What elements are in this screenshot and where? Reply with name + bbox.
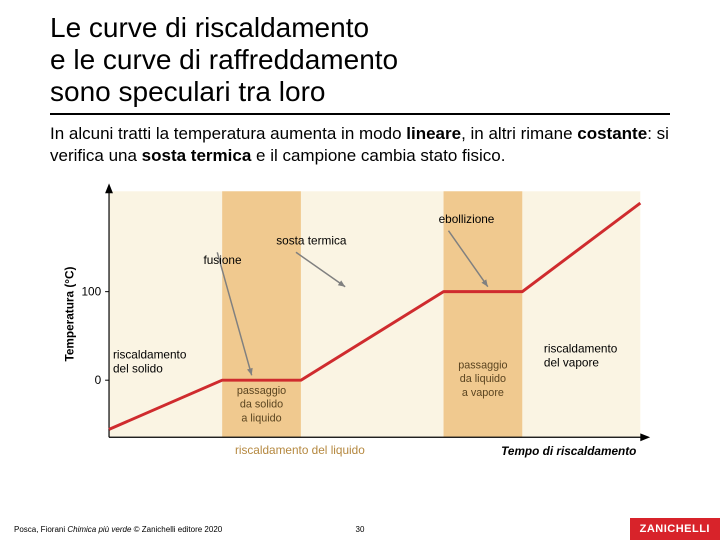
body-t4: e il campione cambia stato fisico.	[251, 146, 505, 165]
title-line-2: e le curve di raffreddamento	[50, 44, 398, 75]
chart-svg: 0 100 Temperatura (°C) Tempo di riscaldamen…	[50, 181, 660, 481]
svg-text:passaggio: passaggio	[458, 359, 507, 371]
svg-text:del vapore: del vapore	[544, 355, 600, 369]
svg-text:da liquido: da liquido	[460, 373, 506, 385]
brand-badge: ZANICHELLI	[630, 518, 720, 540]
svg-text:riscaldamento del liquido: riscaldamento del liquido	[235, 443, 365, 457]
body-paragraph: In alcuni tratti la temperatura aumenta …	[50, 123, 670, 167]
svg-text:da solido: da solido	[240, 398, 283, 410]
body-b1: lineare	[406, 124, 461, 143]
svg-text:passaggio: passaggio	[237, 385, 286, 397]
svg-text:a liquido: a liquido	[241, 412, 281, 424]
svg-text:100: 100	[81, 284, 101, 298]
svg-text:ebollizione: ebollizione	[439, 212, 495, 226]
title-line-3: sono speculari tra loro	[50, 76, 325, 107]
footer-authors: Posca, Fiorani	[14, 525, 67, 534]
svg-text:riscaldamento: riscaldamento	[544, 341, 618, 355]
body-b2: costante	[577, 124, 647, 143]
footer-attribution: Posca, Fiorani Chimica più verde © Zanic…	[0, 525, 630, 534]
slide-footer: Posca, Fiorani Chimica più verde © Zanic…	[0, 518, 720, 540]
footer-book: Chimica più verde	[67, 525, 131, 534]
svg-text:riscaldamento: riscaldamento	[113, 347, 187, 361]
svg-text:fusione: fusione	[203, 253, 241, 267]
svg-text:0: 0	[95, 373, 102, 387]
svg-text:sosta termica: sosta termica	[276, 233, 347, 247]
body-b3: sosta termica	[142, 146, 252, 165]
body-t1: In alcuni tratti la temperatura aumenta …	[50, 124, 406, 143]
title-line-1: Le curve di riscaldamento	[50, 12, 369, 43]
heating-curve-chart: 0 100 Temperatura (°C) Tempo di riscaldamen…	[50, 181, 660, 481]
svg-text:del solido: del solido	[113, 361, 163, 375]
body-t2: , in altri rimane	[461, 124, 577, 143]
svg-text:a vapore: a vapore	[462, 387, 504, 399]
svg-text:Temperatura (°C): Temperatura (°C)	[63, 266, 77, 361]
slide-title: Le curve di riscaldamento e le curve di …	[50, 12, 670, 115]
footer-rest: © Zanichelli editore 2020	[131, 525, 222, 534]
footer-page-number: 30	[356, 525, 365, 534]
svg-text:Tempo di riscaldamento: Tempo di riscaldamento	[501, 444, 636, 458]
